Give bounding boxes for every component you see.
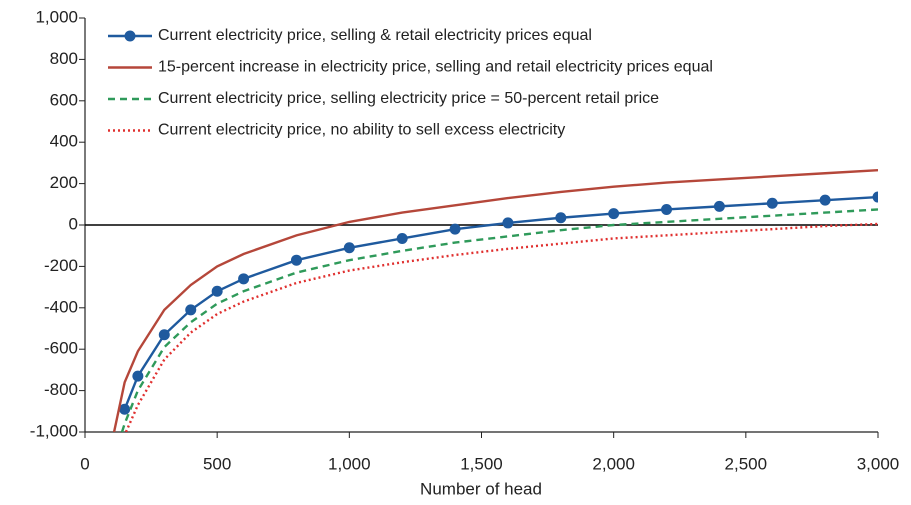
marker	[449, 223, 461, 235]
x-tick-label: 1,500	[460, 454, 503, 473]
y-tick-label: -200	[44, 256, 78, 275]
marker	[819, 194, 831, 206]
series-line	[120, 208, 878, 432]
marker	[290, 254, 302, 266]
x-tick-label: 2,500	[725, 454, 768, 473]
marker	[343, 242, 355, 254]
marker	[185, 304, 197, 316]
legend-label: Current electricity price, selling elect…	[158, 90, 659, 107]
marker	[158, 329, 170, 341]
marker	[766, 197, 778, 209]
x-tick-label: 0	[80, 454, 89, 473]
plot-area	[112, 168, 878, 432]
legend-label: Current electricity price, selling & ret…	[158, 27, 592, 44]
legend-label: Current electricity price, no ability to…	[158, 122, 565, 139]
y-tick-label: 400	[50, 132, 78, 151]
series-line	[112, 168, 878, 432]
y-tick-label: 800	[50, 49, 78, 68]
marker	[713, 200, 725, 212]
marker	[608, 208, 620, 220]
y-tick-label: -800	[44, 380, 78, 399]
marker	[555, 212, 567, 224]
marker	[872, 191, 878, 203]
x-axis-title: Number of head	[420, 479, 542, 498]
series-line	[123, 195, 878, 410]
legend-label: 15-percent increase in electricity price…	[158, 59, 713, 76]
marker	[502, 217, 514, 229]
x-tick-label: 3,000	[857, 454, 900, 473]
marker	[132, 370, 144, 382]
marker	[211, 285, 223, 297]
legend-marker	[124, 30, 136, 42]
marker	[396, 232, 408, 244]
y-tick-label: -600	[44, 339, 78, 358]
x-tick-label: 1,000	[328, 454, 371, 473]
y-tick-label: 0	[69, 214, 78, 233]
marker	[119, 403, 131, 415]
marker	[661, 203, 673, 215]
series-line	[124, 222, 878, 432]
marker	[238, 273, 250, 285]
y-tick-label: -400	[44, 297, 78, 316]
y-tick-label: 600	[50, 90, 78, 109]
y-tick-label: 1,000	[35, 7, 78, 26]
x-tick-label: 2,000	[592, 454, 635, 473]
y-tick-label: -1,000	[30, 421, 78, 440]
x-tick-label: 500	[203, 454, 231, 473]
y-tick-label: 200	[50, 173, 78, 192]
